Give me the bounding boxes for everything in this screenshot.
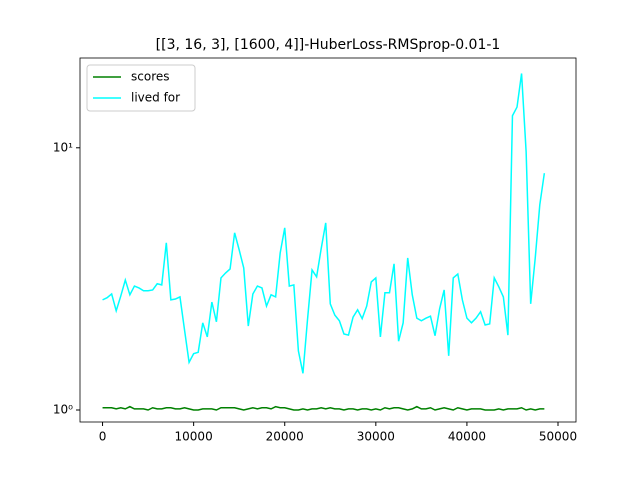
- x-tick-label: 0: [99, 430, 107, 444]
- line-series: [102, 405, 545, 411]
- x-tick-label: 20000: [266, 430, 304, 444]
- x-tick-label: 10000: [175, 430, 213, 444]
- line-series: [102, 73, 546, 374]
- legend-label: scores: [131, 70, 170, 84]
- y-tick-label: 10⁰: [53, 403, 73, 417]
- x-tick-label: 50000: [539, 430, 577, 444]
- legend: scores lived for: [86, 64, 196, 112]
- legend-label: lived for: [131, 91, 180, 105]
- y-tick-label: 10¹: [53, 140, 73, 154]
- chart-title: [[3, 16, 3], [1600, 4]]-HuberLoss-RMSpro…: [156, 37, 501, 53]
- x-tick-label: 30000: [357, 430, 395, 444]
- x-tick-label: 40000: [448, 430, 486, 444]
- plot-frame: [79, 57, 577, 423]
